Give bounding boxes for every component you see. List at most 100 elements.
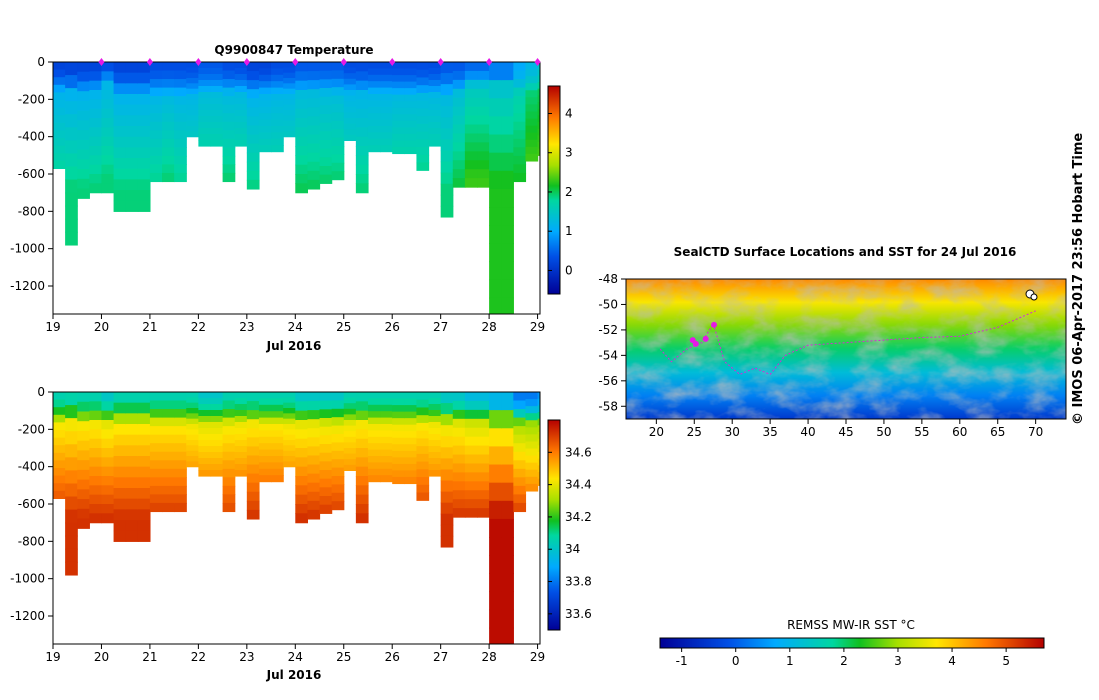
heatmap-cell: [101, 410, 115, 421]
heatmap-cell: [404, 120, 418, 128]
heatmap-cell: [440, 414, 454, 426]
heatmap-cell: [416, 438, 430, 447]
heatmap-cell: [101, 62, 115, 72]
temperature-panel-title: Q9900847 Temperature: [214, 43, 373, 57]
heatmap-cell: [89, 466, 103, 477]
heatmap-cell: [537, 128, 540, 136]
heatmap-cell: [513, 468, 527, 478]
heatmap-cell: [113, 168, 127, 180]
heatmap-cell: [295, 429, 309, 440]
heatmap-cell: [210, 110, 224, 117]
heatmap-cell: [210, 428, 224, 435]
x-tick-label: 25: [336, 320, 351, 334]
profile-marker: [437, 58, 444, 66]
heatmap-cell: [295, 513, 309, 524]
heatmap-cell: [234, 104, 248, 111]
heatmap-cell: [77, 159, 90, 170]
heatmap-cell: [416, 422, 430, 432]
heatmap-cell: [307, 446, 321, 457]
heatmap-cell: [367, 449, 381, 457]
heatmap-cell: [162, 113, 175, 123]
heatmap-cell: [440, 392, 454, 404]
heatmap-cell: [125, 126, 139, 138]
heatmap-cell: [246, 491, 260, 502]
profile-marker: [146, 58, 153, 66]
heatmap-cell: [307, 473, 321, 484]
heatmap-cell: [137, 424, 151, 436]
heatmap-cell: [452, 418, 466, 429]
heatmap-cell: [77, 130, 90, 141]
heatmap-cell: [355, 146, 369, 156]
heatmap-cell: [380, 462, 393, 470]
heatmap-cell: [464, 88, 478, 99]
heatmap-cell: [331, 104, 345, 113]
heatmap-cell: [125, 445, 139, 457]
heatmap-cell: [246, 107, 260, 117]
heatmap-cell: [101, 90, 115, 100]
heatmap-cell: [234, 434, 248, 441]
heatmap-cell: [392, 431, 405, 439]
heatmap-cell: [246, 134, 260, 145]
heatmap-cell: [367, 132, 381, 140]
heatmap-cell: [380, 411, 393, 419]
heatmap-cell: [452, 490, 466, 500]
heatmap-cell: [149, 434, 163, 444]
heatmap-cell: [416, 123, 430, 133]
heatmap-cell: [380, 430, 393, 438]
heatmap-cell: [125, 136, 139, 148]
heatmap-cell: [501, 116, 514, 136]
heatmap-cell: [65, 153, 78, 168]
heatmap-cell: [186, 418, 199, 425]
heatmap-cell: [416, 108, 430, 117]
heatmap-cell: [89, 90, 103, 100]
heatmap-cell: [246, 125, 260, 136]
heatmap-cell: [392, 75, 405, 83]
heatmap-cell: [174, 477, 187, 487]
heatmap-cell: [174, 494, 187, 504]
heatmap-cell: [319, 131, 333, 141]
heatmap-cell: [113, 104, 127, 116]
heatmap-cell: [77, 460, 90, 471]
heatmap-cell: [174, 79, 187, 89]
heatmap-cell: [137, 520, 151, 532]
colorbar-tick-label: 3: [894, 654, 902, 668]
heatmap-cell: [319, 418, 333, 428]
heatmap-cell: [307, 401, 321, 411]
heatmap-cell: [222, 443, 236, 453]
heatmap-cell: [174, 155, 187, 165]
heatmap-cell: [271, 468, 284, 476]
heatmap-cell: [222, 96, 236, 106]
heatmap-cell: [186, 440, 199, 446]
profile-marker: [292, 58, 299, 66]
heatmap-cell: [246, 62, 260, 72]
heatmap-cell: [452, 70, 466, 81]
heatmap-cell: [464, 124, 478, 135]
heatmap-cell: [416, 100, 430, 109]
heatmap-cell: [271, 398, 284, 406]
heatmap-cell: [513, 502, 527, 513]
heatmap-cell: [367, 456, 381, 463]
heatmap-cell: [428, 428, 442, 435]
heatmap-cell: [464, 151, 478, 161]
heatmap-cell: [501, 518, 514, 538]
heatmap-cell: [404, 114, 418, 122]
heatmap-cell: [89, 108, 103, 119]
heatmap-cell: [65, 75, 78, 89]
heatmap-cell: [355, 164, 369, 175]
heatmap-cell: [137, 83, 151, 95]
heatmap-cell: [174, 138, 187, 148]
heatmap-cell: [137, 402, 151, 414]
heatmap-cell: [137, 530, 151, 542]
heatmap-cell: [113, 62, 127, 74]
heatmap-cell: [174, 104, 187, 114]
colorbar-tick-label: 34.2: [565, 510, 592, 524]
heatmap-cell: [537, 102, 540, 110]
heatmap-cell: [464, 463, 478, 473]
heatmap-cell: [319, 174, 333, 184]
heatmap-cell: [513, 426, 527, 436]
heatmap-cell: [355, 127, 369, 138]
heatmap-cell: [113, 392, 127, 404]
heatmap-cell: [258, 113, 272, 121]
heatmap-cell: [77, 188, 90, 199]
heatmap-cell: [162, 172, 175, 183]
